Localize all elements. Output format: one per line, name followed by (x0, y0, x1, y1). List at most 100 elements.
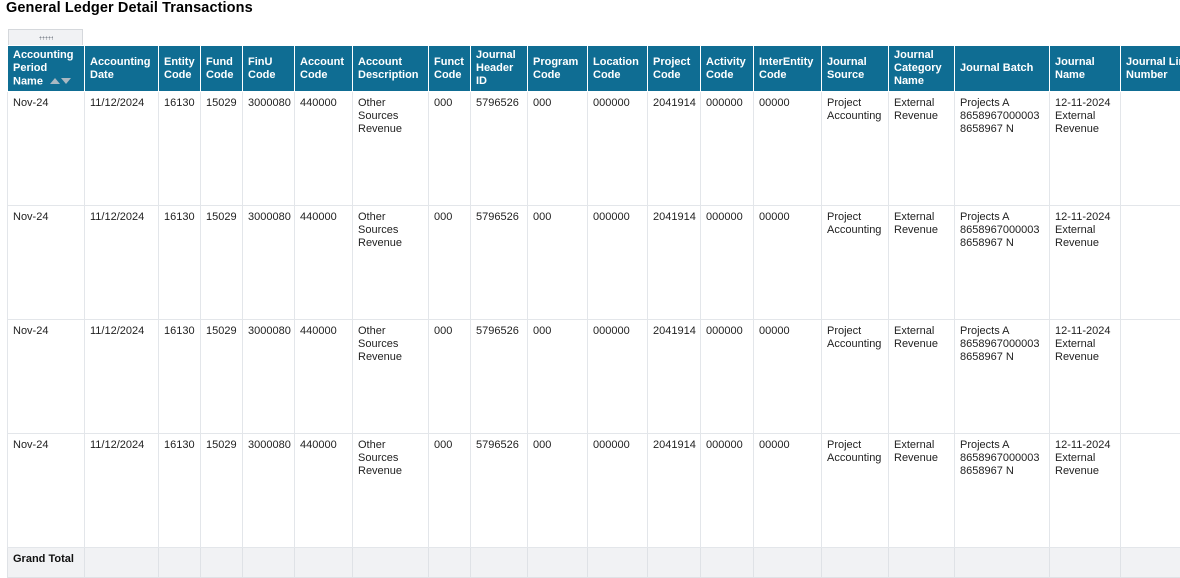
cell-activity-code: 000000 (701, 206, 754, 320)
cell-funct-code: 000 (429, 92, 471, 206)
table-row: Nov-24 11/12/2024 16130 15029 3000080 44… (8, 320, 1180, 434)
cell-location-code: 000000 (588, 206, 648, 320)
grand-total-cell (85, 548, 159, 578)
cell-entity-code: 16130 (159, 320, 201, 434)
column-header-journal-line-number[interactable]: Journal Line Number (1121, 46, 1180, 92)
cell-funct-code: 000 (429, 320, 471, 434)
grand-total-cell (955, 548, 1050, 578)
column-header-project-code[interactable]: Project Code (648, 46, 701, 92)
cell-account-description: Other Sources Revenue (353, 206, 429, 320)
column-header-location-code[interactable]: Location Code (588, 46, 648, 92)
cell-project-code: 2041914 (648, 320, 701, 434)
cell-accounting-date: 11/12/2024 (85, 434, 159, 548)
column-header-journal-name[interactable]: Journal Name (1050, 46, 1121, 92)
cell-entity-code: 16130 (159, 434, 201, 548)
column-header-entity-code[interactable]: Entity Code (159, 46, 201, 92)
cell-journal-batch: Projects A 8658967000003 8658967 N (955, 434, 1050, 548)
column-header-fund-code[interactable]: Fund Code (201, 46, 243, 92)
sort-descending-icon[interactable] (61, 78, 71, 84)
cell-finu-code: 3000080 (243, 92, 295, 206)
sort-ascending-icon[interactable] (50, 78, 60, 84)
cell-journal-category-name: External Revenue (889, 320, 955, 434)
sort-icon[interactable] (50, 75, 71, 88)
column-header-journal-category-name[interactable]: Journal Category Name (889, 46, 955, 92)
cell-activity-code: 000000 (701, 320, 754, 434)
column-header-activity-code[interactable]: Activity Code (701, 46, 754, 92)
grand-total-cell (159, 548, 201, 578)
grand-total-cell (588, 548, 648, 578)
cell-project-code: 2041914 (648, 206, 701, 320)
cell-journal-category-name: External Revenue (889, 206, 955, 320)
grand-total-cell (701, 548, 754, 578)
cell-journal-name: 12-11-2024 External Revenue (1050, 206, 1121, 320)
cell-journal-batch: Projects A 8658967000003 8658967 N (955, 320, 1050, 434)
cell-accounting-period-name: Nov-24 (8, 92, 85, 206)
grand-total-cell (1121, 548, 1180, 578)
cell-journal-source: Project Accounting (822, 206, 889, 320)
table-row: Nov-24 11/12/2024 16130 15029 3000080 44… (8, 434, 1180, 548)
cell-program-code: 000 (528, 206, 588, 320)
grand-total-cell (648, 548, 701, 578)
column-header-funct-code[interactable]: Funct Code (429, 46, 471, 92)
grand-total-cell (471, 548, 528, 578)
column-header-account-description[interactable]: Account Description (353, 46, 429, 92)
cell-journal-header-id: 5796526 (471, 206, 528, 320)
cell-journal-batch: Projects A 8658967000003 8658967 N (955, 206, 1050, 320)
ledger-table: Accounting Period Name Accounting Date E… (7, 45, 1180, 578)
grand-total-cell (295, 548, 353, 578)
grand-total-cell (243, 548, 295, 578)
column-header-journal-header-id[interactable]: Journal Header ID (471, 46, 528, 92)
cell-interentity-code: 00000 (754, 206, 822, 320)
cell-account-description: Other Sources Revenue (353, 92, 429, 206)
cell-journal-line-number: 2.0 (1121, 92, 1180, 206)
header-row: Accounting Period Name Accounting Date E… (8, 46, 1180, 92)
cell-interentity-code: 00000 (754, 320, 822, 434)
grand-total-cell (353, 548, 429, 578)
cell-fund-code: 15029 (201, 92, 243, 206)
cell-location-code: 000000 (588, 434, 648, 548)
column-header-program-code[interactable]: Program Code (528, 46, 588, 92)
column-header-journal-batch[interactable]: Journal Batch (955, 46, 1050, 92)
cell-accounting-period-name: Nov-24 (8, 206, 85, 320)
column-header-account-code[interactable]: Account Code (295, 46, 353, 92)
grand-total-cell (429, 548, 471, 578)
cell-entity-code: 16130 (159, 206, 201, 320)
grand-total-cell (889, 548, 955, 578)
column-header-accounting-period-name[interactable]: Accounting Period Name (8, 46, 85, 92)
cell-fund-code: 15029 (201, 206, 243, 320)
cell-journal-header-id: 5796526 (471, 92, 528, 206)
cell-finu-code: 3000080 (243, 434, 295, 548)
cell-interentity-code: 00000 (754, 92, 822, 206)
cell-activity-code: 000000 (701, 92, 754, 206)
cell-location-code: 000000 (588, 320, 648, 434)
grand-total-cell (754, 548, 822, 578)
column-header-interentity-code[interactable]: InterEntity Code (754, 46, 822, 92)
cell-account-code: 440000 (295, 320, 353, 434)
cell-entity-code: 16130 (159, 92, 201, 206)
cell-journal-header-id: 5796526 (471, 320, 528, 434)
cell-journal-name: 12-11-2024 External Revenue (1050, 434, 1121, 548)
cell-fund-code: 15029 (201, 434, 243, 548)
column-header-journal-source[interactable]: Journal Source (822, 46, 889, 92)
drag-handle-icon[interactable] (8, 29, 83, 45)
cell-interentity-code: 00000 (754, 434, 822, 548)
cell-account-description: Other Sources Revenue (353, 320, 429, 434)
cell-journal-source: Project Accounting (822, 320, 889, 434)
cell-journal-line-number: 2.0 (1121, 206, 1180, 320)
column-header-accounting-date[interactable]: Accounting Date (85, 46, 159, 92)
grand-total-cell (201, 548, 243, 578)
cell-finu-code: 3000080 (243, 320, 295, 434)
column-header-finu-code[interactable]: FinU Code (243, 46, 295, 92)
cell-fund-code: 15029 (201, 320, 243, 434)
cell-funct-code: 000 (429, 206, 471, 320)
cell-program-code: 000 (528, 434, 588, 548)
cell-journal-source: Project Accounting (822, 92, 889, 206)
cell-journal-line-number: 2.0 (1121, 320, 1180, 434)
cell-project-code: 2041914 (648, 434, 701, 548)
grand-total-label: Grand Total (8, 548, 85, 578)
cell-account-code: 440000 (295, 206, 353, 320)
cell-program-code: 000 (528, 92, 588, 206)
cell-account-description: Other Sources Revenue (353, 434, 429, 548)
cell-journal-header-id: 5796526 (471, 434, 528, 548)
cell-journal-category-name: External Revenue (889, 434, 955, 548)
